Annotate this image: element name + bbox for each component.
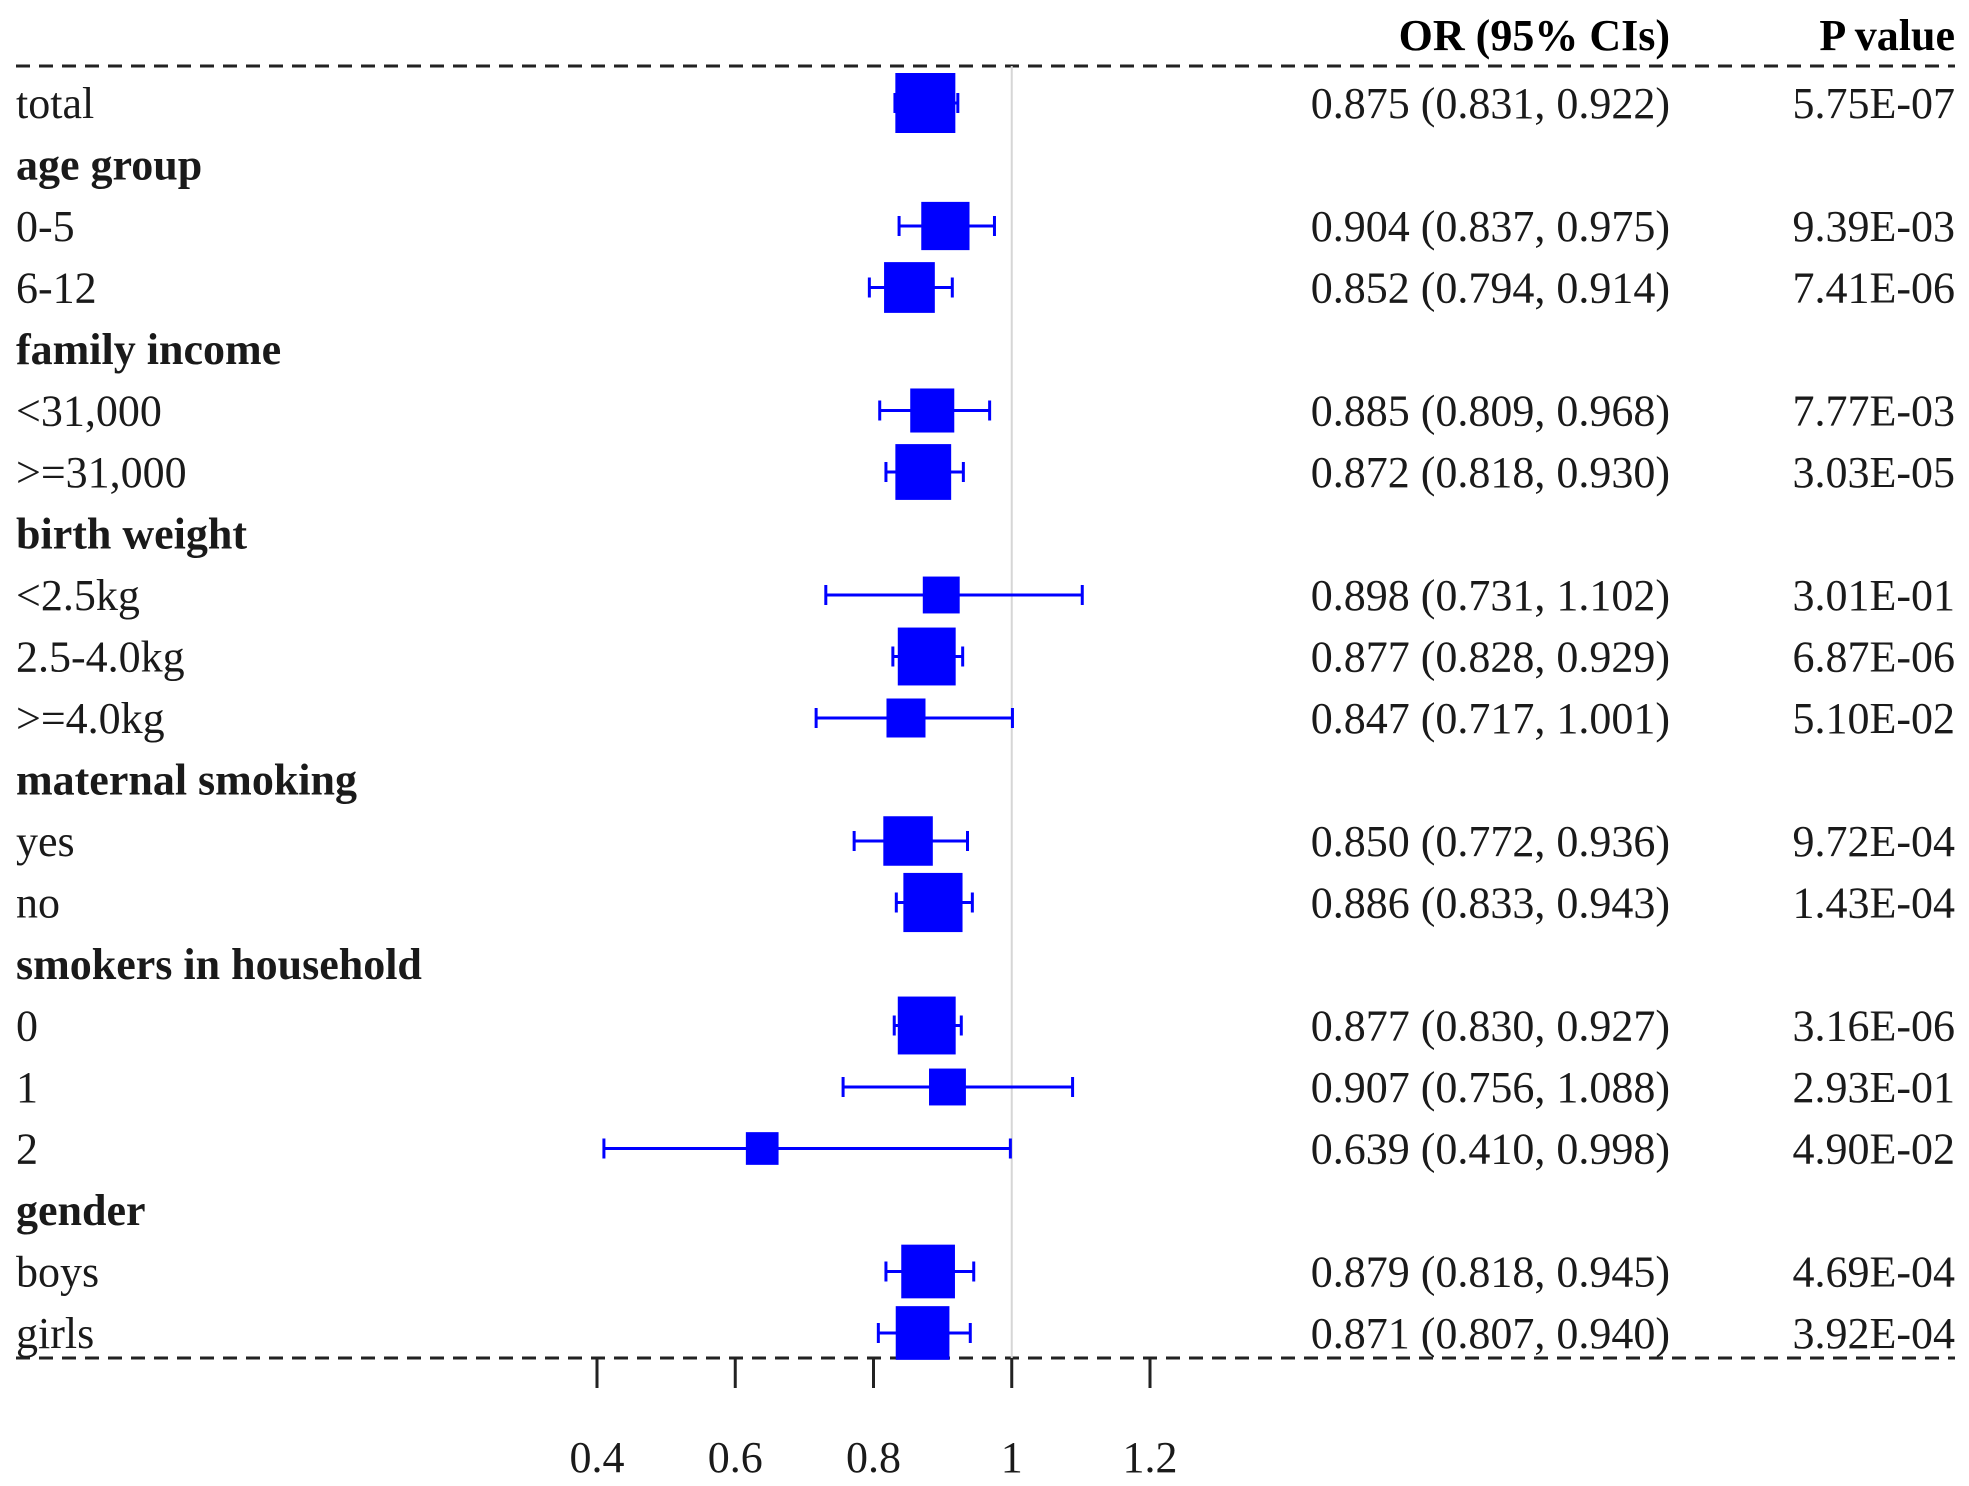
point-estimate-marker	[884, 262, 935, 313]
or-ci-value: 0.886 (0.833, 0.943)	[1311, 879, 1670, 928]
or-ci-value: 0.875 (0.831, 0.922)	[1311, 79, 1670, 128]
forest-row: 1 0.907 (0.756, 1.088) 2.93E-01	[16, 1063, 1955, 1112]
group-heading-label: age group	[16, 141, 202, 190]
column-header-or: OR (95% CIs)	[1399, 11, 1670, 60]
forest-row: boys 0.879 (0.818, 0.945) 4.69E-04	[16, 1244, 1955, 1299]
group-heading-label: smokers in household	[16, 940, 422, 989]
point-estimate-marker	[886, 698, 926, 738]
or-ci-value: 0.847 (0.717, 1.001)	[1311, 694, 1670, 743]
group-heading-row: family income	[16, 325, 281, 374]
forest-row: 0 0.877 (0.830, 0.927) 3.16E-06	[16, 996, 1955, 1055]
p-value: 3.16E-06	[1792, 1002, 1955, 1051]
rows-layer: total 0.875 (0.831, 0.922) 5.75E-07 age gro…	[16, 73, 1955, 1360]
point-estimate-marker	[903, 872, 963, 933]
row-label: yes	[16, 817, 75, 866]
or-ci-value: 0.850 (0.772, 0.936)	[1311, 817, 1670, 866]
p-value: 9.72E-04	[1792, 817, 1955, 866]
group-heading-label: gender	[16, 1186, 146, 1235]
or-ci-value: 0.852 (0.794, 0.914)	[1311, 264, 1670, 313]
p-value: 5.10E-02	[1792, 694, 1955, 743]
p-value: 1.43E-04	[1792, 879, 1955, 928]
x-axis: 0.4 0.6 0.8 1 1.2	[570, 1358, 1178, 1482]
forest-row: >=4.0kg 0.847 (0.717, 1.001) 5.10E-02	[16, 694, 1955, 743]
row-label: girls	[16, 1309, 94, 1358]
or-ci-value: 0.907 (0.756, 1.088)	[1311, 1063, 1670, 1112]
forest-row: 6-12 0.852 (0.794, 0.914) 7.41E-06	[16, 262, 1955, 313]
p-value: 3.01E-01	[1792, 571, 1955, 620]
x-tick-label: 0.8	[846, 1433, 901, 1482]
point-estimate-marker	[895, 73, 956, 133]
p-value: 6.87E-06	[1792, 633, 1955, 682]
row-label: 2	[16, 1125, 38, 1174]
forest-row: <2.5kg 0.898 (0.731, 1.102) 3.01E-01	[16, 571, 1955, 620]
x-tick-label: 1.2	[1123, 1433, 1178, 1482]
row-label: total	[16, 79, 94, 128]
row-label: 0-5	[16, 202, 75, 251]
row-label: 1	[16, 1063, 38, 1112]
group-heading-label: birth weight	[16, 510, 247, 559]
or-ci-value: 0.877 (0.828, 0.929)	[1311, 633, 1670, 682]
or-ci-value: 0.879 (0.818, 0.945)	[1311, 1248, 1670, 1297]
group-heading-row: gender	[16, 1186, 146, 1235]
x-tick-label: 1	[1001, 1433, 1023, 1482]
forest-row: <31,000 0.885 (0.809, 0.968) 7.77E-03	[16, 387, 1955, 436]
forest-row: total 0.875 (0.831, 0.922) 5.75E-07	[16, 73, 1955, 133]
forest-row: >=31,000 0.872 (0.818, 0.930) 3.03E-05	[16, 444, 1955, 500]
group-heading-row: age group	[16, 141, 202, 190]
group-heading-row: maternal smoking	[16, 756, 357, 805]
p-value: 3.92E-04	[1792, 1309, 1955, 1358]
point-estimate-marker	[895, 1306, 950, 1360]
p-value: 5.75E-07	[1792, 79, 1955, 128]
p-value: 3.03E-05	[1792, 448, 1955, 497]
row-label: >=4.0kg	[16, 694, 165, 743]
p-value: 9.39E-03	[1792, 202, 1955, 251]
row-label: 2.5-4.0kg	[16, 633, 185, 682]
group-heading-label: maternal smoking	[16, 756, 357, 805]
forest-row: no 0.886 (0.833, 0.943) 1.43E-04	[16, 872, 1955, 933]
row-label: >=31,000	[16, 448, 187, 497]
point-estimate-marker	[883, 816, 933, 866]
p-value: 4.69E-04	[1792, 1248, 1955, 1297]
point-estimate-marker	[910, 388, 955, 433]
p-value: 7.77E-03	[1792, 387, 1955, 436]
point-estimate-marker	[929, 1068, 966, 1106]
or-ci-value: 0.885 (0.809, 0.968)	[1311, 387, 1670, 436]
group-heading-row: smokers in household	[16, 940, 422, 989]
point-estimate-marker	[922, 576, 960, 614]
forest-row: yes 0.850 (0.772, 0.936) 9.72E-04	[16, 816, 1955, 866]
forest-row: 2.5-4.0kg 0.877 (0.828, 0.929) 6.87E-06	[16, 627, 1955, 686]
forest-row: girls 0.871 (0.807, 0.940) 3.92E-04	[16, 1306, 1955, 1360]
or-ci-value: 0.639 (0.410, 0.998)	[1311, 1125, 1670, 1174]
x-tick-label: 0.6	[708, 1433, 763, 1482]
point-estimate-marker	[745, 1132, 779, 1165]
or-ci-value: 0.871 (0.807, 0.940)	[1311, 1309, 1670, 1358]
point-estimate-marker	[901, 1244, 955, 1299]
column-header-p-value: P value	[1819, 11, 1955, 60]
forest-row: 2 0.639 (0.410, 0.998) 4.90E-02	[16, 1125, 1955, 1174]
point-estimate-marker	[921, 201, 970, 251]
or-ci-value: 0.872 (0.818, 0.930)	[1311, 448, 1670, 497]
row-label: boys	[16, 1248, 99, 1297]
or-ci-value: 0.877 (0.830, 0.927)	[1311, 1002, 1670, 1051]
p-value: 2.93E-01	[1792, 1063, 1955, 1112]
group-heading-label: family income	[16, 325, 281, 374]
or-ci-value: 0.898 (0.731, 1.102)	[1311, 571, 1670, 620]
row-label: <31,000	[16, 387, 162, 436]
row-label: 0	[16, 1002, 38, 1051]
p-value: 7.41E-06	[1792, 264, 1955, 313]
forest-row: 0-5 0.904 (0.837, 0.975) 9.39E-03	[16, 201, 1955, 251]
group-heading-row: birth weight	[16, 510, 247, 559]
or-ci-value: 0.904 (0.837, 0.975)	[1311, 202, 1670, 251]
row-label: no	[16, 879, 60, 928]
p-value: 4.90E-02	[1792, 1125, 1955, 1174]
point-estimate-marker	[897, 996, 956, 1055]
row-label: <2.5kg	[16, 571, 140, 620]
row-label: 6-12	[16, 264, 97, 313]
x-tick-label: 0.4	[570, 1433, 625, 1482]
point-estimate-marker	[897, 627, 956, 686]
point-estimate-marker	[895, 444, 952, 500]
